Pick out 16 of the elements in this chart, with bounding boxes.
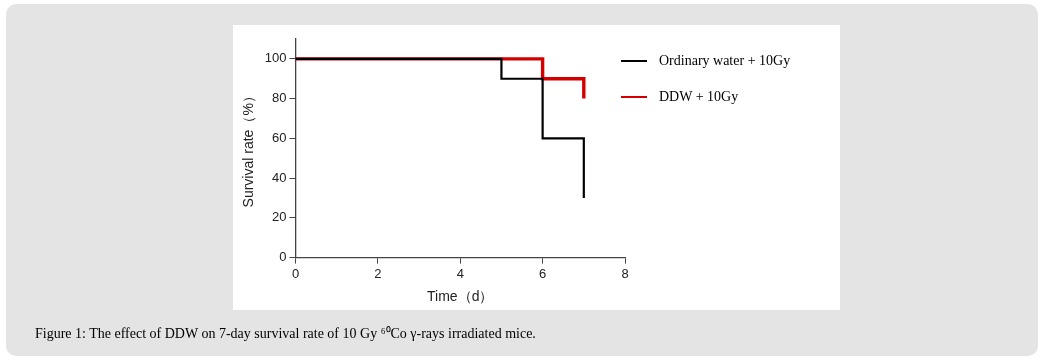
legend-label: DDW + 10Gy: [659, 89, 739, 105]
x-tick-label: 0: [291, 265, 300, 281]
y-tick-label: 20: [272, 209, 287, 225]
x-tick-label: 2: [374, 265, 382, 281]
caption: Figure 1: The effect of DDW on 7-day survival rate of 10 Gy ⁶⁰Co γ-rays irradiated mice.: [35, 325, 536, 342]
x-tick-label: 6: [539, 265, 547, 281]
x-tick-label: 8: [621, 265, 629, 281]
y-tick-label: 60: [272, 129, 287, 145]
y-tick-label: 40: [272, 169, 287, 185]
legend-label: Ordinary water + 10Gy: [659, 53, 791, 69]
y-tick-label: 0: [279, 249, 287, 265]
y-axis-title: Survival rate（%）: [240, 89, 257, 208]
x-axis-title: Time（d）: [427, 288, 494, 305]
x-tick-label: 4: [456, 265, 464, 281]
y-tick-label: 100: [264, 50, 287, 66]
y-tick-label: 80: [272, 90, 287, 106]
